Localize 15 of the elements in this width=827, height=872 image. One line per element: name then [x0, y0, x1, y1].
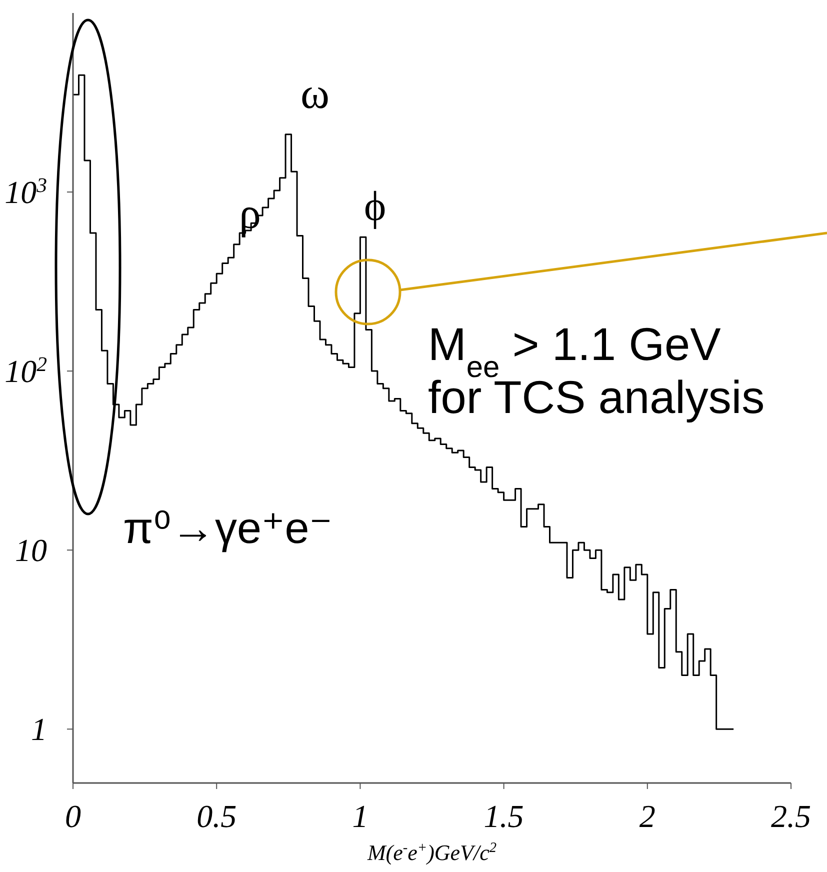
y-tick-label: 10 [15, 532, 47, 568]
x-tick-label: 2 [639, 798, 656, 834]
x-tick-label: 0.5 [196, 798, 237, 834]
y-tick-label: 1 [31, 711, 47, 748]
y-tick-label: 10$^{2}$ [4, 352, 47, 390]
annotation: ω [300, 69, 330, 118]
x-tick-label: 0 [65, 798, 81, 834]
annotation: ϕ [364, 184, 386, 230]
x-tick-label: 1 [352, 798, 368, 834]
x-axis-title: M(e$^{-}$e$^{+}$)GeV/c$^{2}$ [366, 840, 497, 865]
x-tick-label: 2.5 [771, 798, 811, 834]
annotation: π⁰→γe⁺e⁻ [123, 504, 332, 553]
y-tick-label: 10$^{3}$ [4, 174, 47, 210]
x-tick-label: 1.5 [484, 798, 524, 834]
annotation: M$_{ee}$ > 1.1 GeV for TCS analysis [428, 318, 765, 423]
